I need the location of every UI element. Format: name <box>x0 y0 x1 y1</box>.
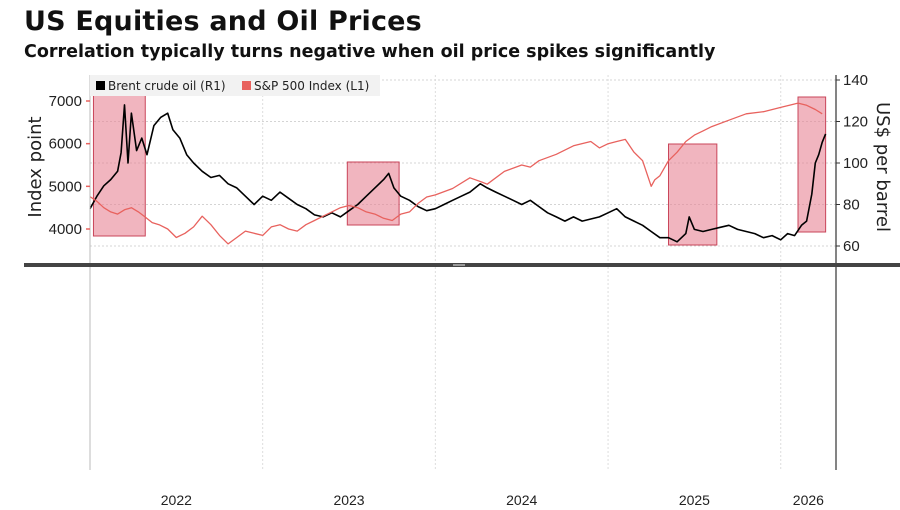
legend-swatch-brent <box>96 81 105 90</box>
axes: 4000 5000 6000 7000 60 80 100 120 140 2022 2023 202… <box>24 72 900 508</box>
y-right-tick-label: 100 <box>843 155 868 172</box>
legend-label-sp500: S&P 500 Index (L1) <box>254 79 369 93</box>
highlight-band <box>346 161 400 226</box>
sp500-line <box>89 102 823 245</box>
legend-label-brent: Brent crude oil (R1) <box>108 79 226 93</box>
legend-swatch-sp500 <box>242 81 251 90</box>
y-right-tick-label: 140 <box>843 72 868 89</box>
grid <box>89 75 836 470</box>
legend: Brent crude oil (R1) S&P 500 Index (L1) <box>90 75 380 96</box>
y-right-tick-label: 120 <box>843 114 868 131</box>
x-tick-label: 2024 <box>506 492 537 508</box>
chart-title: US Equities and Oil Prices <box>24 6 422 37</box>
highlight-bands <box>92 94 827 246</box>
y-left-tick-label: 5000 <box>49 178 82 195</box>
y-right-label: US$ per barrel <box>872 102 893 232</box>
baseline-handle <box>453 264 465 266</box>
x-tick-label: 2025 <box>679 492 710 508</box>
y-left-tick-label: 6000 <box>49 136 82 153</box>
x-tick-label: 2026 <box>793 492 824 508</box>
y-left-tick-label: 7000 <box>49 93 82 110</box>
x-tick-label: 2023 <box>333 492 364 508</box>
highlight-band <box>667 143 718 246</box>
highlight-band <box>797 96 827 233</box>
brent-line <box>89 104 827 243</box>
y-left-tick-label: 4000 <box>49 221 82 238</box>
y-right-tick-label: 80 <box>843 197 860 214</box>
y-right-tick-label: 60 <box>843 238 860 255</box>
legend-background <box>90 75 380 96</box>
y-left-label: Index point <box>25 116 46 217</box>
x-tick-label: 2022 <box>161 492 192 508</box>
chart-subtitle: Correlation typically turns negative whe… <box>24 42 716 62</box>
series-lines <box>89 102 827 245</box>
